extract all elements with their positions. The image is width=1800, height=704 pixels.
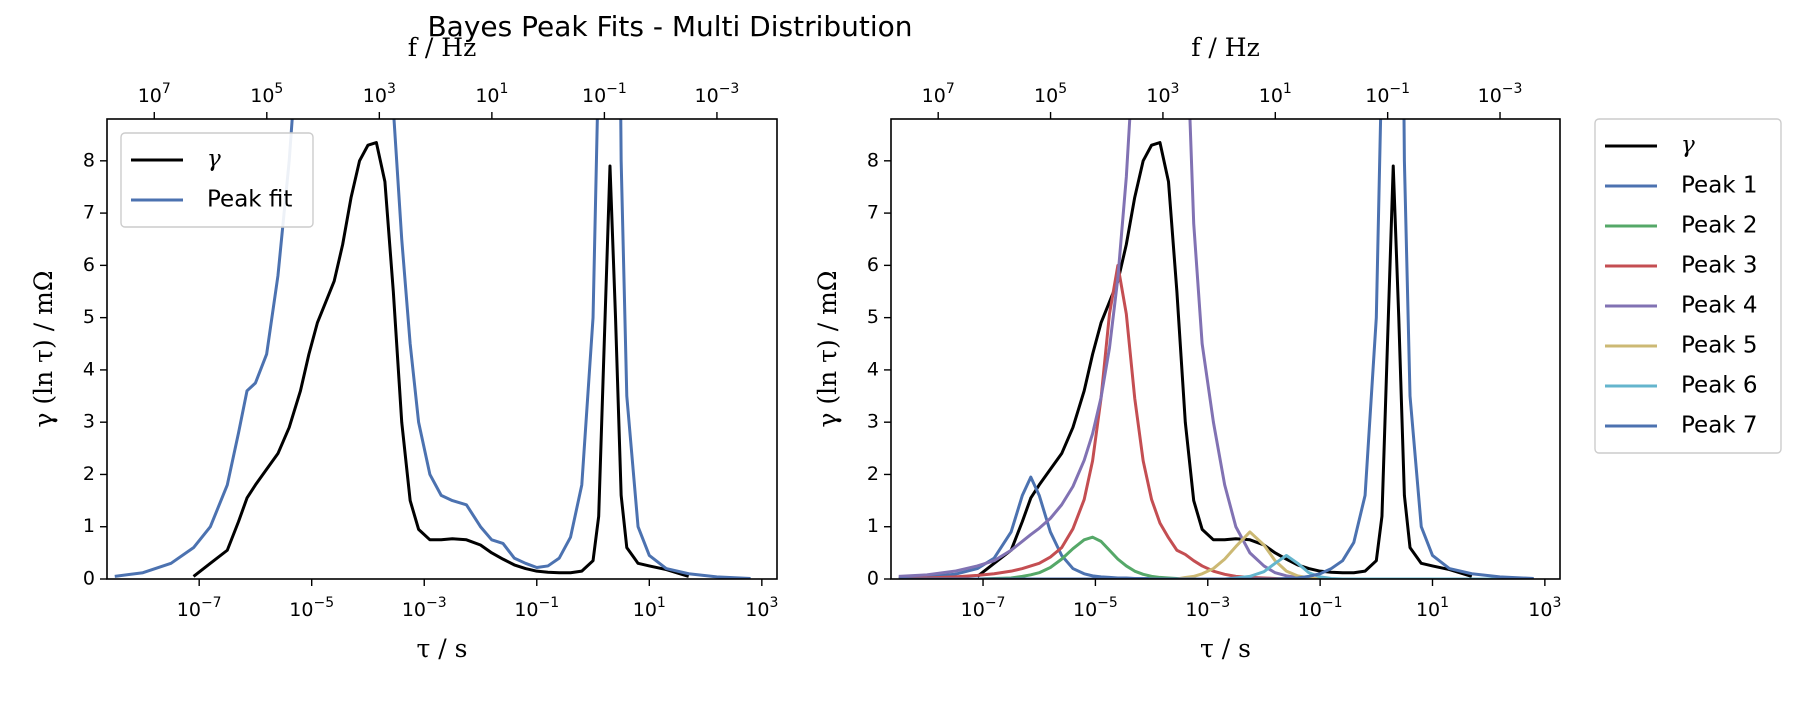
series-line — [192, 141, 690, 578]
x-tick-label: 103 — [1528, 595, 1561, 621]
x2-tick-label: 107 — [922, 81, 955, 107]
x-tick-label: 10−3 — [1185, 595, 1230, 621]
y-tick-label: 3 — [867, 411, 879, 433]
x-tick-label: 101 — [1416, 595, 1449, 621]
legend: γ Peak 1 Peak 2 Peak 3 Peak 4 Peak 5 Peak 6 Pea… — [1594, 118, 1782, 454]
x2-tick-label: 101 — [1259, 81, 1292, 107]
series-line — [976, 141, 1473, 578]
x2-tick-label: 10−1 — [582, 81, 627, 107]
x2-tick-label: 10−3 — [1478, 81, 1523, 107]
y-tick-label: 4 — [867, 358, 879, 380]
x-tick-label: 10−1 — [514, 595, 559, 621]
legend-label: Peak 7 — [1681, 413, 1758, 439]
legend-label: Peak fit — [207, 187, 292, 213]
x2-axis-label: f / Hz — [408, 33, 477, 62]
x-axis-label: τ / s — [417, 634, 468, 663]
x2-tick-label: 10−1 — [1365, 81, 1410, 107]
plot-lines — [114, 119, 751, 579]
y-tick-label: 7 — [867, 202, 879, 224]
x2-tick-label: 103 — [363, 81, 396, 107]
x-tick-label: 10−1 — [1298, 595, 1343, 621]
x2-tick-label: 103 — [1146, 81, 1179, 107]
x-tick-label: 10−5 — [1073, 595, 1118, 621]
y-tick-label: 3 — [83, 411, 95, 433]
y-tick-label: 2 — [83, 463, 95, 485]
y-tick-label: 1 — [867, 515, 879, 537]
y-tick-label: 0 — [83, 568, 95, 590]
legend-box — [120, 132, 314, 228]
plot-lines — [898, 119, 1534, 579]
legend-label: Peak 4 — [1681, 293, 1758, 319]
x2-tick-label: 105 — [250, 81, 283, 107]
legend-label: Peak 3 — [1681, 253, 1758, 279]
y-tick-label: 8 — [867, 149, 879, 171]
y-tick-label: 7 — [83, 202, 95, 224]
y-tick-label: 6 — [867, 254, 879, 276]
x-tick-label: 103 — [745, 595, 778, 621]
legend: γ Peak fit — [120, 132, 314, 228]
series-line — [898, 263, 1534, 579]
x2-tick-label: 10−3 — [695, 81, 740, 107]
figure-title: Bayes Peak Fits - Multi Distribution — [427, 10, 912, 43]
y-tick-label: 0 — [867, 568, 879, 590]
y-tick-label: 6 — [83, 254, 95, 276]
legend-box — [1594, 118, 1782, 454]
x-tick-label: 101 — [633, 595, 666, 621]
series-line — [898, 119, 1534, 579]
axes: 0 1 2 3 4 5 6 7 8 10−7 10−5 10−3 10−1 101 103 107 105 103… — [813, 33, 1782, 663]
legend-label: Peak 5 — [1681, 333, 1758, 359]
y-tick-label: 1 — [83, 515, 95, 537]
x-tick-label: 10−7 — [177, 595, 222, 621]
series-line — [114, 119, 751, 579]
y-axis-label: γ (ln τ) / mΩ — [813, 270, 842, 427]
legend-label: Peak 1 — [1681, 173, 1758, 199]
x-axis-label: τ / s — [1200, 634, 1251, 663]
legend-label: Peak 2 — [1681, 213, 1758, 239]
legend-label: γ — [1681, 132, 1695, 158]
y-tick-label: 5 — [867, 306, 879, 328]
series-line — [898, 475, 1534, 579]
y-tick-label: 2 — [867, 463, 879, 485]
legend-label: γ — [207, 146, 221, 172]
series-line — [898, 535, 1534, 579]
axes-frame — [106, 118, 778, 580]
y-tick-label: 4 — [83, 358, 95, 380]
legend-label: Peak 6 — [1681, 373, 1758, 399]
x-tick-label: 10−5 — [289, 595, 334, 621]
series-line — [898, 530, 1534, 579]
x2-tick-label: 105 — [1034, 81, 1067, 107]
y-tick-label: 5 — [83, 306, 95, 328]
axes: 0 1 2 3 4 5 6 7 8 10−7 10−5 10−3 10−1 101 103 107 105 103… — [29, 33, 778, 663]
x-tick-label: 10−3 — [402, 595, 447, 621]
x-tick-label: 10−7 — [961, 595, 1006, 621]
y-tick-label: 8 — [83, 149, 95, 171]
x2-tick-label: 107 — [138, 81, 171, 107]
x2-tick-label: 101 — [475, 81, 508, 107]
x2-axis-label: f / Hz — [1191, 33, 1260, 62]
axes-frame — [890, 118, 1561, 580]
series-line — [898, 119, 1534, 579]
y-axis-label: γ (ln τ) / mΩ — [29, 270, 58, 427]
